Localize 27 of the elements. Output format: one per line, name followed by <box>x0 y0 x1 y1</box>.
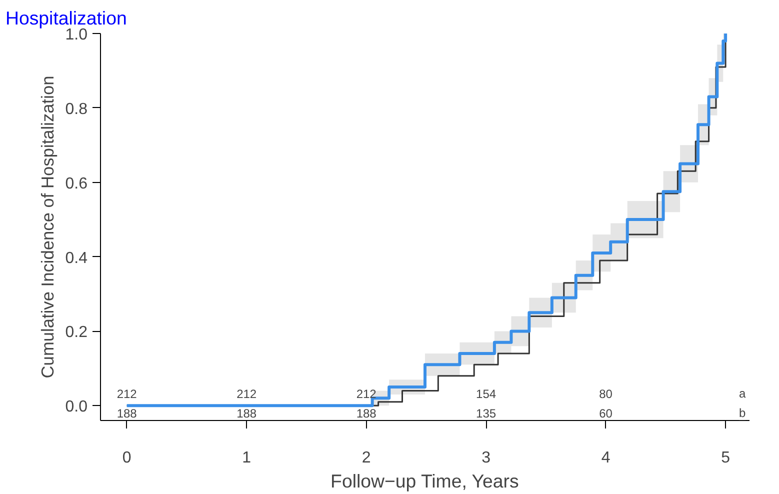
annotation: 80 <box>599 386 613 401</box>
y-tick-label: 0.4 <box>65 250 88 267</box>
annotation: 188 <box>116 406 138 421</box>
annotation: 135 <box>476 406 496 421</box>
y-tick-label: 0.0 <box>65 398 88 416</box>
annotation: 212 <box>236 386 257 401</box>
x-tick-label: 5 <box>721 450 730 466</box>
y-tick-label: 0.6 <box>65 175 88 192</box>
annotation: 188 <box>356 406 377 421</box>
y-axis-title: Cumulative Incidence of Hospitalization <box>37 76 58 378</box>
y-tick-label: 1.0 <box>65 26 88 44</box>
chart-title: Hospitalization <box>6 8 127 28</box>
x-tick-label: 4 <box>601 450 610 466</box>
annotation: 60 <box>599 406 613 421</box>
x-tick-label: 1 <box>242 450 252 466</box>
annotation: 188 <box>236 406 257 421</box>
x-tick-label: 0 <box>122 450 132 466</box>
y-tick-label: 0.8 <box>65 100 88 118</box>
annotation: 212 <box>356 386 377 401</box>
annotation: a <box>738 386 746 400</box>
annotation: 154 <box>476 386 496 401</box>
x-tick-label: 3 <box>482 450 491 466</box>
annotation: 212 <box>116 386 138 401</box>
x-axis-title: Follow−up Time, Years <box>330 470 519 492</box>
x-tick-label: 2 <box>362 450 371 466</box>
annotation: b <box>738 406 746 420</box>
y-tick-label: 0.2 <box>65 324 88 342</box>
